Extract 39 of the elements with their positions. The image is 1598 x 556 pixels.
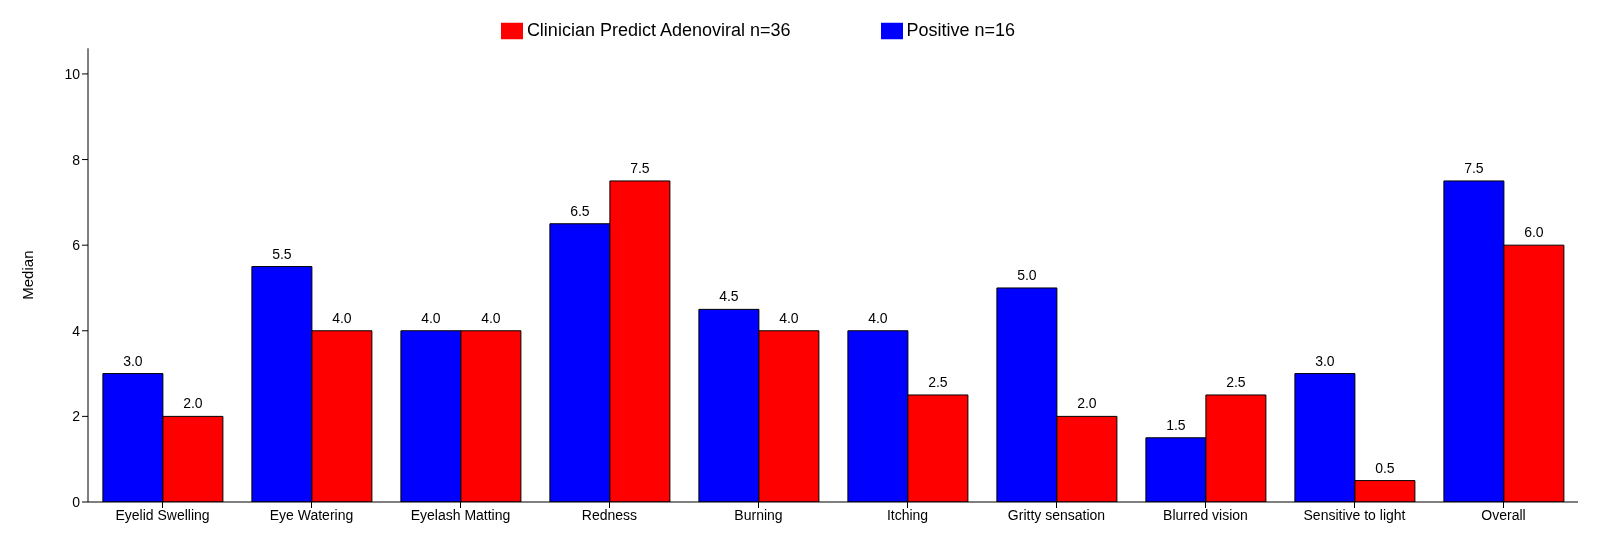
data-label: 4.0 [779, 309, 799, 326]
x-tick-label: Eye Watering [269, 506, 354, 523]
legend-label: Clinician Predict Adenoviral n=36 [526, 20, 791, 40]
data-label: 6.5 [570, 202, 590, 219]
data-label: 4.0 [421, 309, 441, 326]
data-label: 4.0 [332, 309, 352, 326]
data-label: 0.5 [1375, 459, 1395, 476]
data-label: 3.0 [123, 352, 143, 369]
y-tick-label: 2 [72, 408, 81, 425]
x-tick-label: Blurred vision [1163, 506, 1248, 523]
x-tick-label: Burning [734, 506, 783, 523]
data-label: 4.0 [481, 309, 501, 326]
x-tick-label: Overall [1481, 506, 1526, 523]
y-tick-label: 0 [72, 493, 81, 510]
data-label: 7.5 [1464, 159, 1484, 176]
y-tick-label: 8 [72, 151, 81, 168]
y-tick-label: 10 [64, 65, 81, 82]
data-label: 2.5 [928, 373, 948, 390]
legend-label: Positive n=16 [906, 20, 1016, 40]
data-label: 2.5 [1226, 373, 1246, 390]
data-label: 3.0 [1315, 352, 1335, 369]
data-label: 4.5 [719, 288, 739, 305]
x-tick-label: Gritty sensation [1007, 506, 1106, 523]
x-tick-label: Eyelid Swelling [115, 506, 210, 523]
x-tick-label: Eyelash Matting [410, 506, 511, 523]
data-label: 4.0 [868, 309, 888, 326]
data-label: 5.0 [1017, 266, 1037, 283]
data-label: 7.5 [630, 159, 650, 176]
x-tick-label: Sensitive to light [1303, 506, 1406, 523]
x-tick-label: Redness [581, 506, 638, 523]
data-label: 6.0 [1524, 224, 1544, 241]
y-axis-title: Median [19, 250, 37, 300]
y-tick-label: 4 [72, 322, 81, 339]
x-tick-label: Itching [886, 506, 929, 523]
data-label: 5.5 [272, 245, 292, 262]
data-label: 1.5 [1166, 416, 1186, 433]
y-tick-label: 6 [72, 237, 81, 254]
data-label: 2.0 [1077, 395, 1097, 412]
data-label: 2.0 [183, 395, 203, 412]
